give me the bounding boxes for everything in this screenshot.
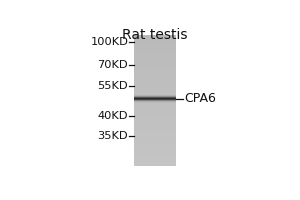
- Bar: [134, 85, 176, 87]
- Bar: [134, 109, 176, 111]
- Bar: [134, 57, 176, 59]
- Bar: [134, 39, 176, 42]
- Bar: [134, 46, 176, 48]
- Bar: [134, 98, 176, 100]
- Bar: [134, 94, 176, 96]
- Bar: [134, 135, 176, 137]
- Bar: [134, 90, 176, 92]
- Text: 100KD: 100KD: [90, 37, 128, 47]
- Bar: [134, 68, 176, 70]
- Bar: [134, 157, 176, 159]
- Bar: [134, 61, 176, 63]
- Bar: [134, 50, 176, 53]
- Bar: [134, 144, 176, 146]
- Text: 55KD: 55KD: [98, 81, 128, 91]
- Bar: [134, 127, 176, 129]
- Bar: [134, 44, 176, 46]
- Bar: [134, 153, 176, 155]
- Bar: [134, 150, 176, 153]
- Bar: [134, 111, 176, 113]
- Bar: [134, 120, 176, 122]
- Bar: [134, 155, 176, 157]
- Bar: [134, 81, 176, 83]
- Bar: [134, 66, 176, 68]
- Bar: [134, 42, 176, 44]
- Bar: [134, 142, 176, 144]
- Text: Rat testis: Rat testis: [122, 28, 188, 42]
- Bar: [134, 55, 176, 57]
- Bar: [134, 83, 176, 85]
- Text: CPA6: CPA6: [184, 92, 216, 105]
- Bar: [134, 37, 176, 39]
- Bar: [134, 148, 176, 150]
- Text: 40KD: 40KD: [98, 111, 128, 121]
- Bar: [134, 122, 176, 124]
- Bar: [134, 92, 176, 94]
- Bar: [134, 133, 176, 135]
- Bar: [134, 159, 176, 161]
- Bar: [134, 103, 176, 105]
- Bar: [134, 59, 176, 61]
- Bar: [134, 118, 176, 120]
- Bar: [134, 116, 176, 118]
- Bar: [134, 113, 176, 116]
- Bar: [134, 79, 176, 81]
- Bar: [134, 96, 176, 98]
- Bar: [134, 70, 176, 72]
- Bar: [134, 53, 176, 55]
- Bar: [134, 137, 176, 140]
- Bar: [134, 131, 176, 133]
- Bar: [134, 105, 176, 107]
- Bar: [134, 87, 176, 90]
- Bar: [134, 72, 176, 74]
- Bar: [134, 35, 176, 37]
- Bar: [134, 124, 176, 127]
- Text: 35KD: 35KD: [98, 131, 128, 141]
- Bar: [134, 63, 176, 66]
- Bar: [134, 129, 176, 131]
- Bar: [134, 161, 176, 164]
- Bar: [134, 164, 176, 166]
- Bar: [134, 74, 176, 76]
- Bar: [134, 107, 176, 109]
- Bar: [134, 146, 176, 148]
- Bar: [134, 48, 176, 50]
- Bar: [134, 76, 176, 79]
- Text: 70KD: 70KD: [98, 60, 128, 70]
- Bar: [134, 100, 176, 103]
- Bar: [134, 140, 176, 142]
